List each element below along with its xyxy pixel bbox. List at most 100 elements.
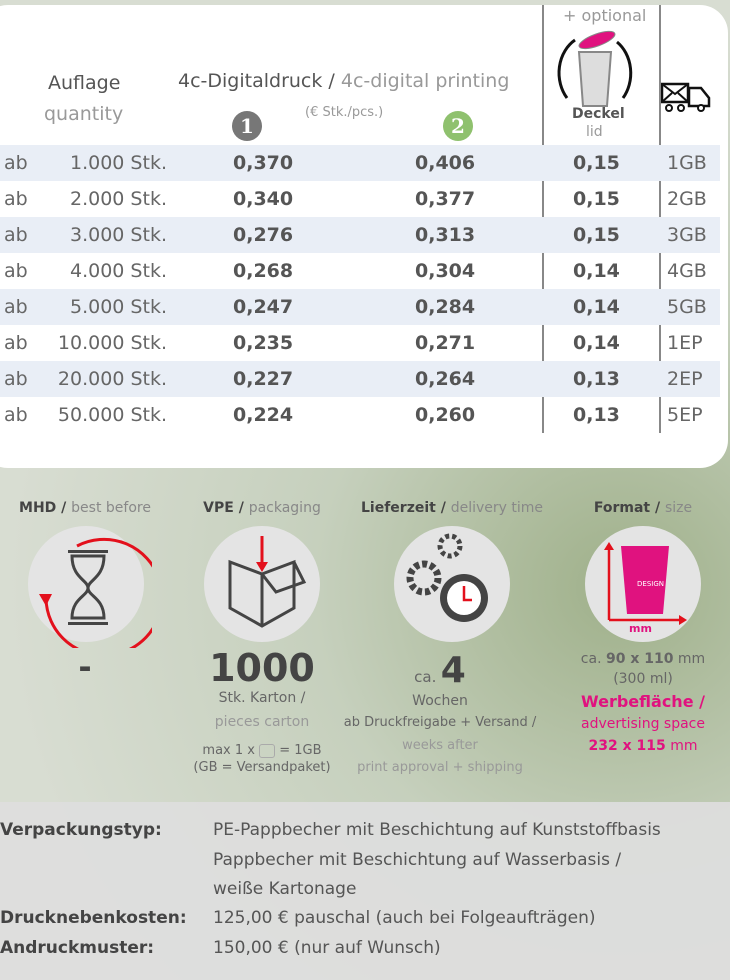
price-1-cell: 0,276 [233,224,294,246]
package-cell: 5EP [667,404,703,426]
price-1-cell: 0,235 [233,332,294,354]
lid-label: Deckel [572,106,625,122]
spec-value: PE-Pappbecher mit Beschichtung auf Kunst… [213,820,661,840]
delivery-line2: ab Druckfreigabe + Versand / [343,715,537,730]
lid-price-cell: 0,15 [573,152,620,174]
ab-label: ab [4,224,28,246]
quantity-cell: 3.000 Stk. [70,224,167,246]
box-icon [228,536,307,628]
table-row: ab 50.000 Stk. 0,224 0,260 0,13 5EP [0,397,720,433]
package-cell: 2GB [667,188,707,210]
format-line1: ca. 90 x 110 mm [580,651,706,667]
table-row: ab 1.000 Stk. 0,370 0,406 0,15 1GB [0,145,720,181]
hourglass-circle [28,526,152,648]
lid-price-cell: 0,15 [573,224,620,246]
format-line3: Werbefläche / [581,692,705,711]
ab-label: ab [4,332,28,354]
cup-size-circle: DESIGN mm [585,526,701,642]
quantity-cell: 20.000 Stk. [57,368,167,390]
lid-price-cell: 0,13 [573,368,620,390]
vpe-line1: Stk. Karton / [218,690,306,706]
delivery-line4: print approval + shipping [357,760,523,775]
vpe-line2: pieces carton [214,714,310,730]
mm-label: mm [629,622,652,635]
ab-label: ab [4,368,28,390]
table-row: ab 4.000 Stk. 0,268 0,304 0,14 4GB [0,253,720,289]
lid-price-cell: 0,14 [573,296,620,318]
gears-circle [394,526,510,642]
delivery-title: Lieferzeit / delivery time [360,500,543,516]
table-row: ab 3.000 Stk. 0,276 0,313 0,15 3GB [0,217,720,253]
price-1-cell: 0,224 [233,404,294,426]
spec-label: Andruckmuster: [0,938,155,958]
quantity-cell: 50.000 Stk. [57,404,167,426]
spec-label: Verpackungstyp: [0,820,162,840]
ab-label: ab [4,296,28,318]
vpe-title: VPE / packaging [203,500,321,516]
quantity-header: Auflage [48,72,121,94]
lid-price-cell: 0,15 [573,188,620,210]
price-2-cell: 0,271 [415,332,476,354]
package-cell: 4GB [667,260,707,282]
spec-value: Pappbecher mit Beschichtung auf Wasserba… [213,850,622,870]
spec-label: Drucknebenkosten: [0,908,187,928]
ab-label: ab [4,152,28,174]
lid-price-cell: 0,14 [573,332,620,354]
cup-with-lid-icon [557,30,633,107]
unit-label: (€ Stk./pcs.) [305,105,384,120]
table-row: ab 2.000 Stk. 0,340 0,377 0,15 2GB [0,181,720,217]
design-label: DESIGN [637,580,664,588]
ab-label: ab [4,188,28,210]
spec-value: 125,00 € pauschal (auch bei Folgeaufträg… [213,908,596,928]
package-cell: 5GB [667,296,707,318]
quantity-cell: 4.000 Stk. [70,260,167,282]
vpe-value: 1000 [209,646,315,690]
price-1-cell: 0,370 [233,152,294,174]
delivery-value: ca. 4 [414,650,466,691]
table-row: ab 10.000 Stk. 0,235 0,271 0,14 1EP [0,325,720,361]
price-2-cell: 0,264 [415,368,476,390]
delivery-line3: weeks after [402,738,478,753]
delivery-line1: Wochen [412,693,468,709]
ab-label: ab [4,260,28,282]
hourglass-icon [39,537,152,648]
cup-dimensions-icon: DESIGN [604,542,687,625]
price-2-cell: 0,377 [415,188,476,210]
table-row: ab 20.000 Stk. 0,227 0,264 0,13 2EP [0,361,720,397]
price-1-cell: 0,227 [233,368,294,390]
specs-panel [0,802,730,980]
package-cell: 3GB [667,224,707,246]
package-cell: 1GB [667,152,707,174]
quantity-cell: 5.000 Stk. [70,296,167,318]
ab-label: ab [4,404,28,426]
format-line2: (300 ml) [613,671,673,687]
package-cell: 1EP [667,332,703,354]
price-2-cell: 0,260 [415,404,476,426]
price-1-cell: 0,340 [233,188,294,210]
optional-label: + optional [563,6,647,25]
print-header-en: 4c-digital printing [340,70,510,92]
price-1-cell: 0,247 [233,296,294,318]
spec-value: 150,00 € (nur auf Wunsch) [213,938,441,958]
variant-2-badge: 2 [443,111,473,141]
spec-value: weiße Kartonage [213,879,357,899]
quantity-cell: 1.000 Stk. [70,152,167,174]
variant-1-badge: 1 [232,111,262,141]
lid-price-cell: 0,13 [573,404,620,426]
shipping-truck-icon [661,82,711,112]
print-header-de: 4c-Digitaldruck / [178,70,335,92]
gears-clock-icon [406,533,488,622]
price-1-cell: 0,268 [233,260,294,282]
format-line4: advertising space [581,716,705,732]
format-title: Format / size [593,500,693,516]
quantity-cell: 2.000 Stk. [70,188,167,210]
box-circle [204,526,320,642]
price-2-cell: 0,406 [415,152,476,174]
package-icon [259,743,276,758]
price-2-cell: 0,304 [415,260,476,282]
format-line5: 232 x 115 mm [588,738,698,754]
price-2-cell: 0,284 [415,296,476,318]
mhd-title: MHD / best before [19,500,151,516]
vpe-line3: max 1 x = 1GB [202,743,322,758]
table-row: ab 5.000 Stk. 0,247 0,284 0,14 5GB [0,289,720,325]
